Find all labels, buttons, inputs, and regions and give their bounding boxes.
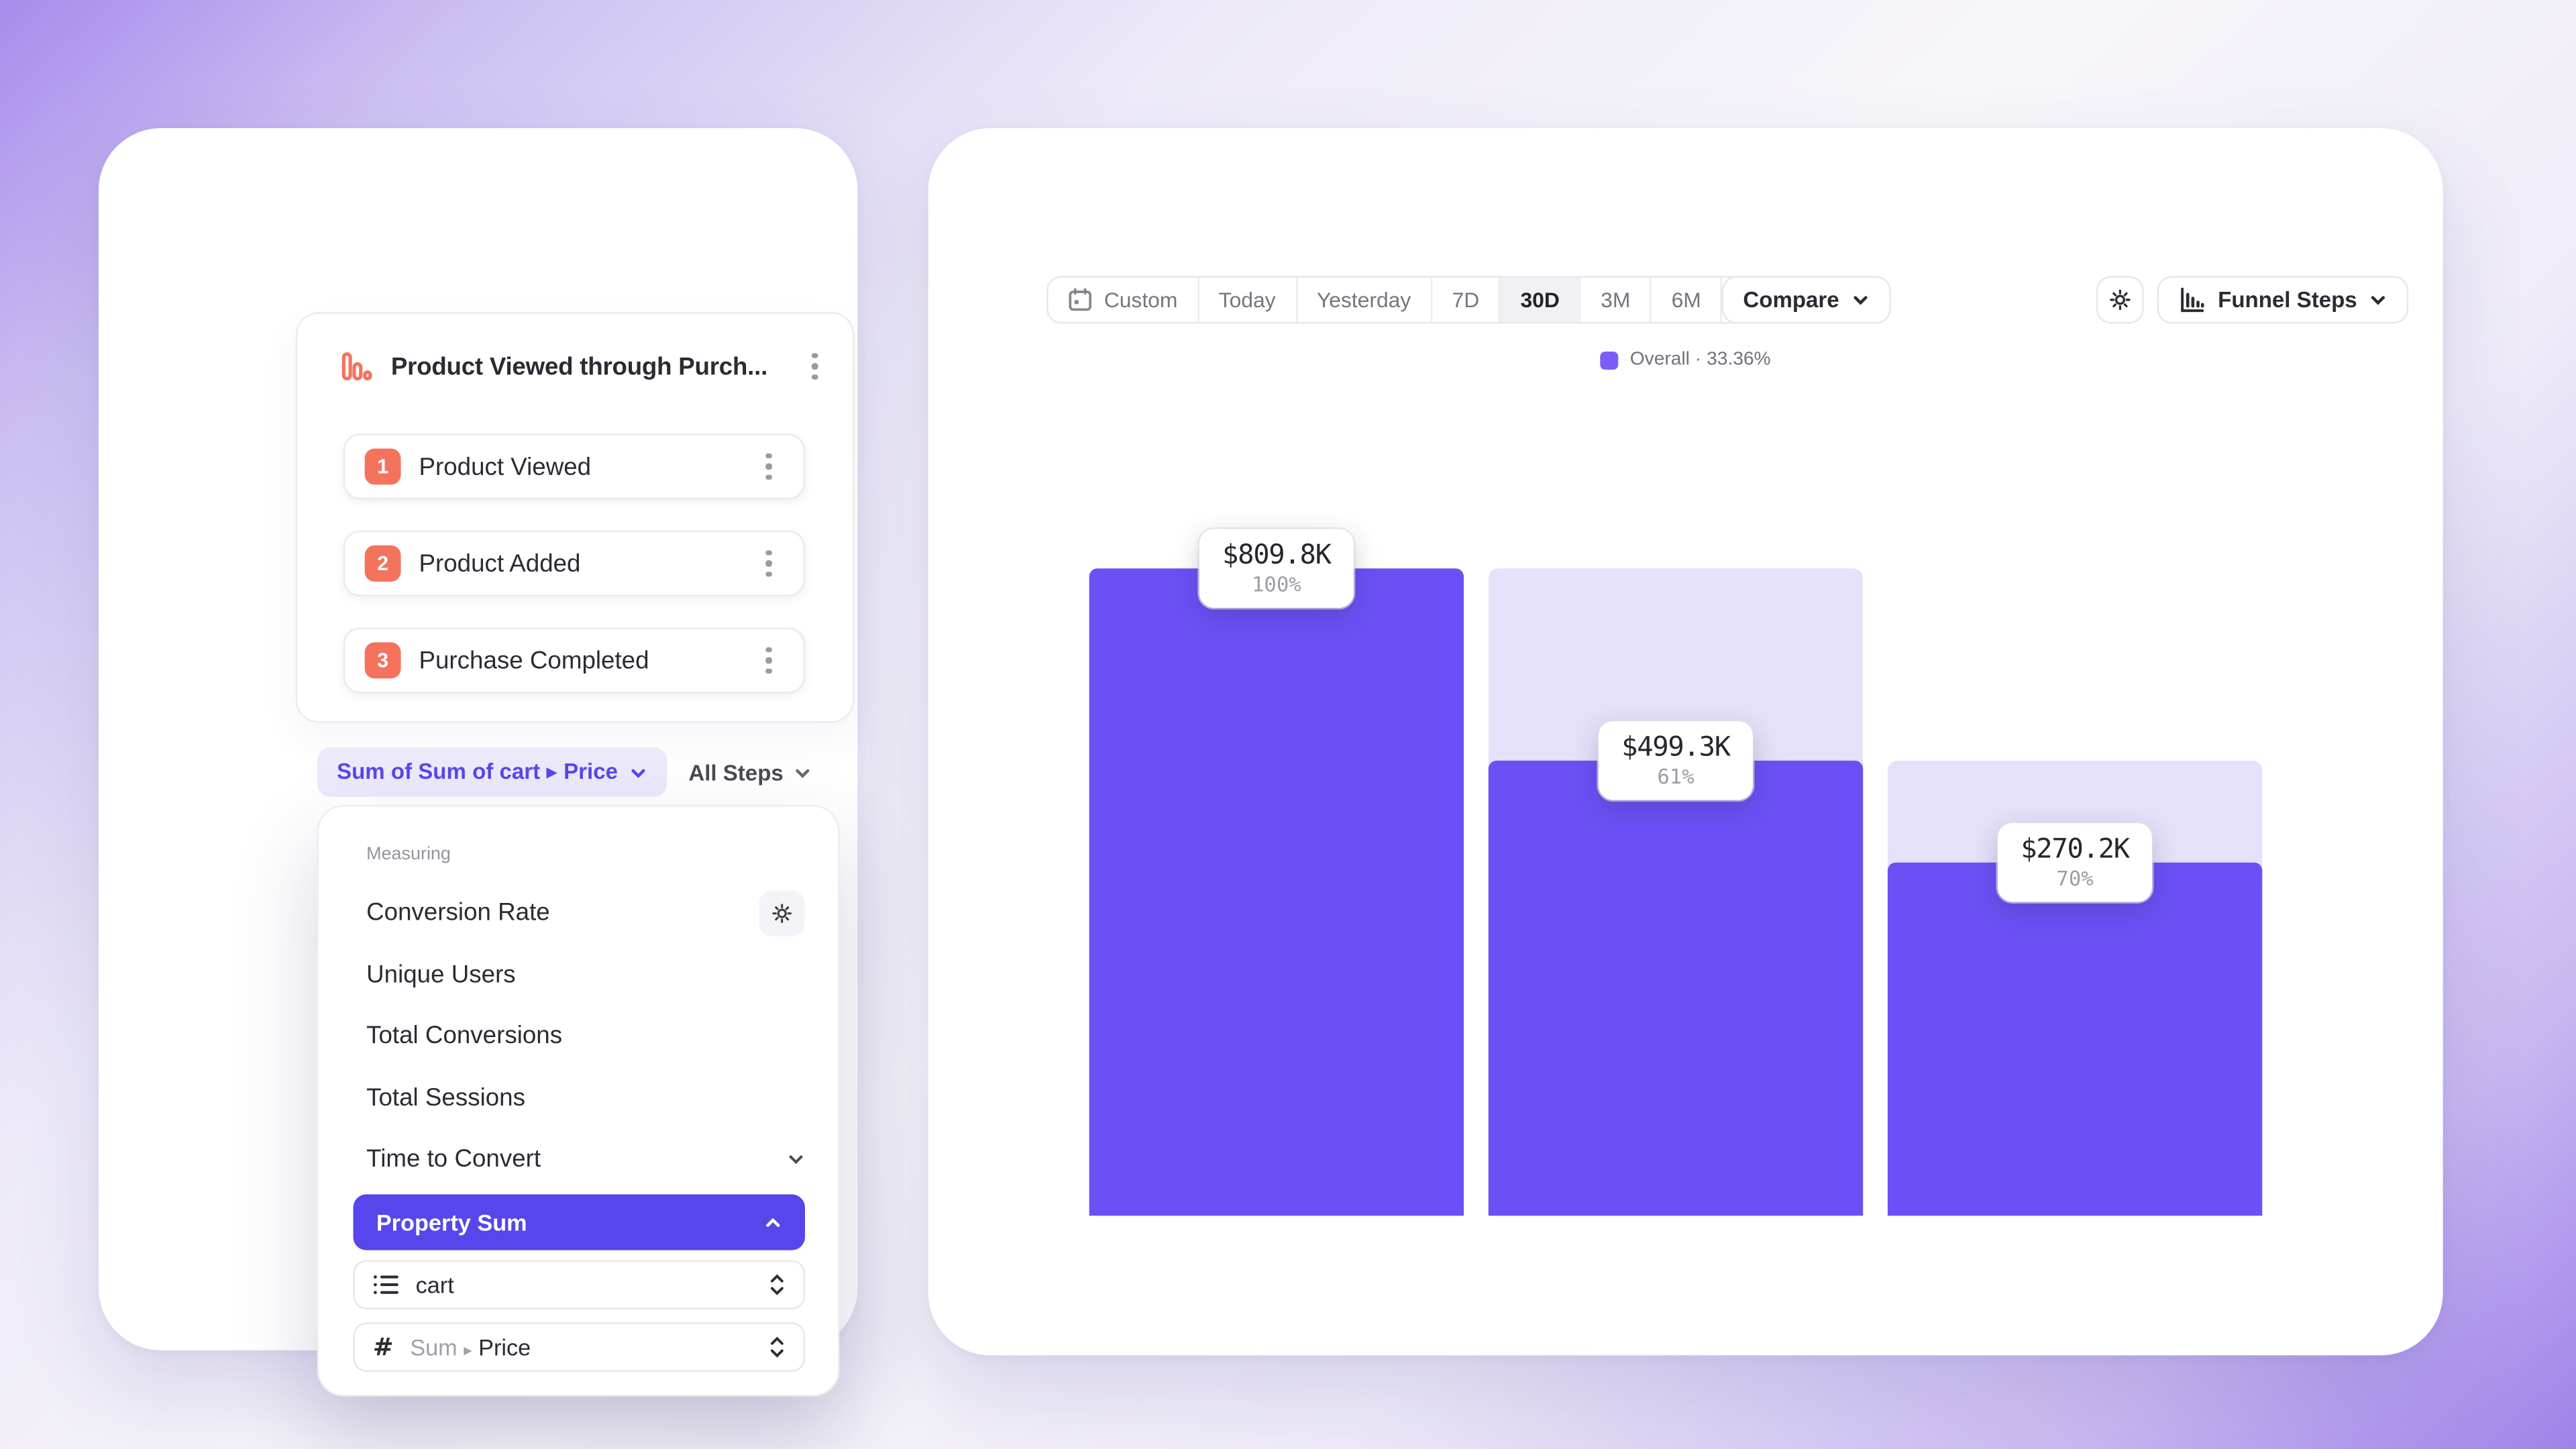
funnel-title: Product Viewed through Purch... (390, 352, 768, 380)
chevron-up-icon (766, 1217, 780, 1226)
bar-percent: 61% (1657, 763, 1695, 789)
date-range-custom[interactable]: Custom (1048, 278, 1197, 322)
bar-product-viewed[interactable]: $809.8K 100% (1089, 529, 1464, 1216)
date-range-today[interactable]: Today (1197, 277, 1295, 323)
select-updown-icon (770, 1274, 784, 1295)
step-3-kebab-icon[interactable] (754, 644, 784, 677)
conversion-rate-settings-button[interactable] (759, 890, 806, 936)
date-range-label: 3M (1601, 287, 1631, 313)
all-steps-label: All Steps (688, 759, 784, 785)
bar-value: $270.2K (2021, 833, 2130, 865)
date-range-yesterday[interactable]: Yesterday (1295, 277, 1431, 323)
legend-swatch (1600, 350, 1619, 369)
bar-value-tooltip: $270.2K 70% (1997, 822, 2153, 902)
date-range-label: Today (1218, 287, 1276, 313)
funnel-bar-chart: $809.8K 100% $499.3K 61% $270.2K 70% (1089, 529, 2263, 1216)
step-2-label: Product Added (419, 549, 581, 578)
bar-purchase-completed[interactable]: $270.2K 70% (1887, 568, 2263, 1216)
compare-button[interactable]: Compare (1721, 276, 1890, 324)
bar-converted-fill (1887, 862, 2263, 1216)
legend-overall[interactable]: Overall · 33.36% (928, 350, 2443, 370)
select-updown-icon (770, 1336, 784, 1358)
property-sum-label: Property Sum (376, 1209, 527, 1236)
bar-percent: 70% (2056, 865, 2094, 891)
menu-item-label: Time to Convert (366, 1144, 541, 1173)
gear-icon (772, 903, 792, 922)
legend-text: Overall · 33.36% (1629, 350, 1771, 370)
date-range-3m[interactable]: 3M (1579, 277, 1650, 323)
chart-settings-button[interactable] (2096, 276, 2144, 324)
date-range-7d[interactable]: 7D (1430, 277, 1499, 323)
hash-icon: # (372, 1332, 394, 1362)
bar-product-added[interactable]: $499.3K 61% (1488, 568, 1864, 1216)
menu-item-label: Total Sessions (366, 1084, 525, 1112)
date-range-6m[interactable]: 6M (1650, 277, 1721, 323)
bar-converted-fill (1089, 568, 1464, 1216)
date-range-label: 7D (1452, 287, 1480, 313)
funnel-steps-card: Product Viewed through Purch... 1 Produc… (295, 312, 855, 723)
measurement-row: Sum of Sum of cart ▸ Price All Steps (317, 747, 843, 797)
date-range-30d-selected[interactable]: 30D (1499, 277, 1580, 323)
menu-item-unique-users[interactable]: Unique Users (366, 945, 805, 1006)
funnel-step-2[interactable]: 2 Product Added (343, 531, 806, 596)
all-steps-dropdown[interactable]: All Steps (688, 759, 811, 785)
funnel-step-1[interactable]: 1 Product Viewed (343, 433, 806, 500)
menu-item-label: Total Conversions (366, 1022, 563, 1050)
bar-value: $809.8K (1222, 539, 1332, 570)
step-2-badge: 2 (364, 545, 401, 582)
property-select-value: cart (415, 1271, 454, 1298)
list-icon (374, 1275, 398, 1295)
chevron-down-icon (1853, 296, 1867, 305)
bar-converted-fill (1488, 760, 1864, 1216)
funnel-header: Product Viewed through Purch... (340, 350, 830, 383)
measuring-section-label: Measuring (366, 844, 451, 865)
menu-item-total-conversions[interactable]: Total Conversions (366, 1006, 805, 1067)
step-1-label: Product Viewed (419, 452, 592, 481)
chart-type-dropdown[interactable]: Funnel Steps (2157, 276, 2408, 324)
step-3-label: Purchase Completed (419, 646, 649, 675)
measuring-menu: Measuring Conversion Rate Unique Users T… (317, 805, 840, 1397)
aggregation-select-value: Sum ▸ Price (410, 1334, 531, 1360)
gear-icon (2110, 289, 2131, 311)
bar-value-tooltip: $809.8K 100% (1199, 529, 1354, 608)
chevron-down-icon (789, 1155, 803, 1165)
funnel-chart-icon (340, 350, 373, 383)
step-1-kebab-icon[interactable] (754, 450, 784, 483)
date-range-label: 30D (1520, 287, 1560, 313)
funnel-steps-chart-icon (2181, 287, 2204, 313)
measurement-dropdown[interactable]: Sum of Sum of cart ▸ Price (317, 747, 667, 797)
step-2-kebab-icon[interactable] (754, 547, 784, 580)
bar-percent: 100% (1251, 572, 1301, 596)
chevron-down-icon (2371, 296, 2385, 305)
date-range-label: 6M (1671, 287, 1701, 313)
bar-value: $499.3K (1621, 731, 1731, 763)
chevron-down-icon (795, 768, 810, 777)
menu-item-time-to-convert[interactable]: Time to Convert (366, 1128, 805, 1189)
menu-item-conversion-rate[interactable]: Conversion Rate (366, 882, 806, 943)
funnel-chart-card: Custom Today Yesterday 7D 30D 3M 6M 12M … (928, 128, 2443, 1356)
measurement-dropdown-label: Sum of Sum of cart ▸ Price (337, 759, 619, 784)
calendar-icon (1069, 288, 1091, 311)
funnel-step-3[interactable]: 3 Purchase Completed (343, 627, 806, 694)
menu-item-property-sum-selected[interactable]: Property Sum (353, 1194, 806, 1250)
funnel-menu-kebab-icon[interactable] (800, 350, 830, 383)
menu-item-total-sessions[interactable]: Total Sessions (366, 1068, 805, 1129)
menu-item-label: Unique Users (366, 961, 516, 989)
date-range-label: Yesterday (1316, 287, 1411, 313)
menu-item-label: Conversion Rate (366, 898, 550, 927)
bar-value-tooltip: $499.3K 61% (1598, 721, 1754, 800)
date-range-segmented-control: Custom Today Yesterday 7D 30D 3M 6M 12M (1046, 276, 1805, 324)
chevron-down-icon (631, 768, 645, 777)
step-3-badge: 3 (364, 642, 401, 679)
funnel-builder-card: Product Viewed through Purch... 1 Produc… (98, 128, 858, 1397)
property-select[interactable]: cart (353, 1260, 806, 1309)
aggregation-select[interactable]: # Sum ▸ Price (353, 1322, 806, 1372)
step-1-badge: 1 (364, 448, 401, 485)
date-range-label: Custom (1104, 287, 1178, 313)
chart-toolbar: Custom Today Yesterday 7D 30D 3M 6M 12M … (928, 276, 2443, 324)
chart-type-label: Funnel Steps (2218, 287, 2357, 313)
compare-label: Compare (1743, 287, 1839, 313)
